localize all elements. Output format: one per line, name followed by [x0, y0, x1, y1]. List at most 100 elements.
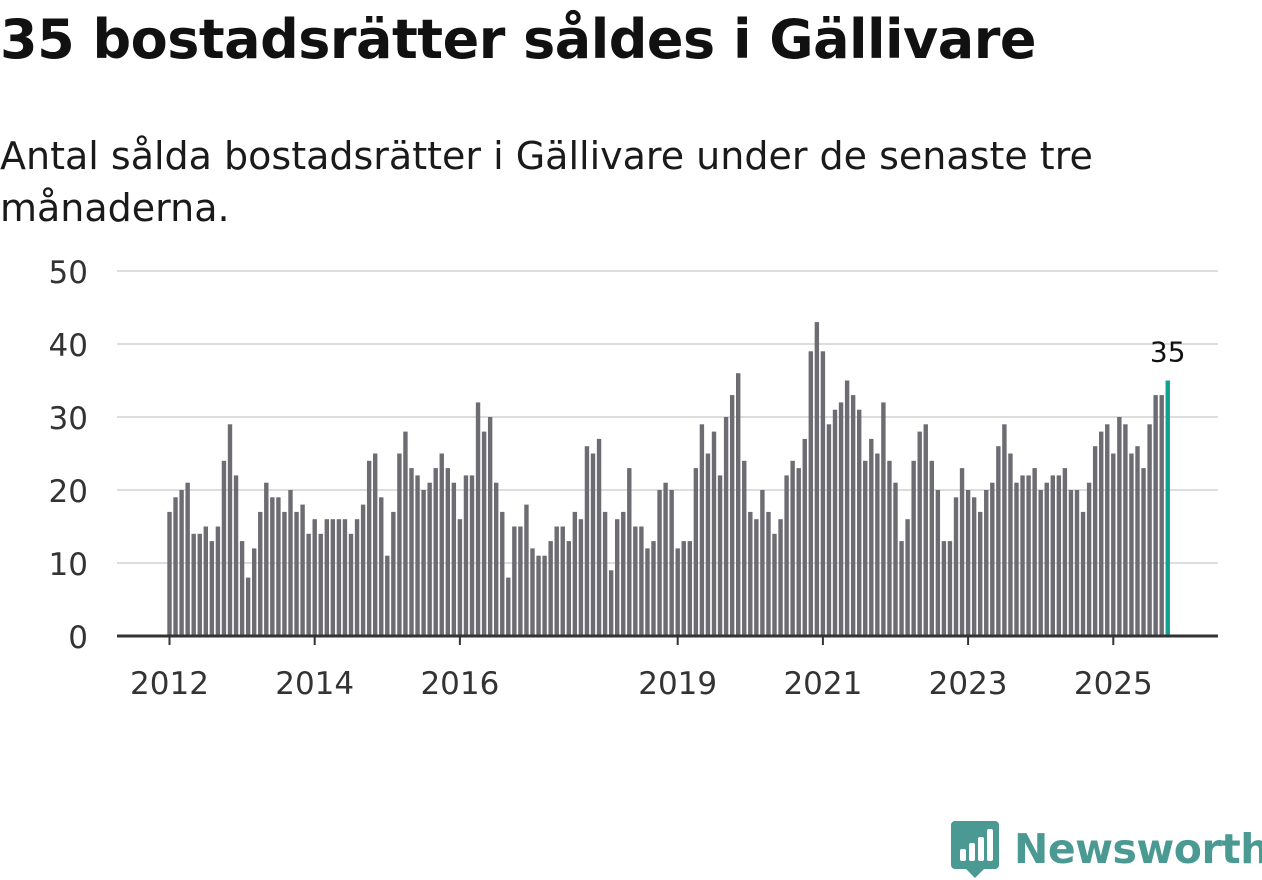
- bar: [826, 424, 832, 636]
- bar: [1002, 424, 1007, 636]
- bar: [990, 482, 995, 636]
- bar: [717, 475, 723, 636]
- bar: [415, 475, 420, 636]
- bar: [687, 541, 692, 636]
- bar: [197, 533, 202, 636]
- bar: [512, 526, 517, 636]
- x-tick-label: 2014: [275, 666, 354, 702]
- bar: [494, 482, 499, 636]
- bar: [1050, 475, 1055, 636]
- bar: [439, 453, 444, 636]
- annotations: 35: [1150, 336, 1186, 369]
- bar: [409, 468, 414, 636]
- bar: [445, 468, 450, 636]
- bar: [657, 490, 662, 636]
- bar: [984, 490, 989, 636]
- bar: [1014, 482, 1019, 636]
- bar: [288, 490, 293, 636]
- bar: [252, 548, 257, 636]
- bar: [965, 490, 971, 636]
- bar: [487, 417, 493, 636]
- bar: [953, 497, 959, 636]
- brand-logo: Newsworthy: [950, 818, 1262, 880]
- bar: [312, 519, 317, 636]
- x-tick-label: 2016: [420, 666, 499, 702]
- bar: [760, 490, 765, 636]
- bar: [554, 526, 559, 636]
- bar: [463, 475, 469, 636]
- bar: [651, 541, 656, 636]
- bar: [590, 453, 596, 636]
- bar: [227, 424, 233, 636]
- bar: [615, 519, 620, 636]
- bar: [572, 511, 578, 636]
- x-tick-label: 2019: [638, 666, 717, 702]
- bar: [705, 453, 711, 636]
- bar: [754, 519, 759, 636]
- x-tick-label: 2012: [130, 666, 209, 702]
- bar: [875, 453, 880, 636]
- bar: [258, 511, 263, 636]
- bar: [391, 511, 396, 636]
- bar: [790, 460, 795, 636]
- y-tick-label: 10: [49, 547, 88, 583]
- bar: [1068, 490, 1074, 636]
- bar: [300, 504, 305, 636]
- bar: [778, 519, 783, 636]
- y-tick-label: 30: [49, 401, 88, 437]
- bar: [1129, 453, 1134, 636]
- bar: [385, 555, 390, 636]
- bar: [536, 555, 541, 636]
- bar: [784, 475, 789, 636]
- bar: [1056, 475, 1062, 636]
- bar: [869, 438, 874, 636]
- bar: [1092, 446, 1098, 636]
- bar: [796, 468, 801, 636]
- bar: [518, 526, 523, 636]
- last-value-label: 35: [1150, 336, 1186, 369]
- bar: [1044, 482, 1049, 636]
- bar: [820, 351, 826, 636]
- x-tick-label: 2025: [1074, 666, 1153, 702]
- bar: [844, 380, 850, 636]
- bar: [276, 497, 281, 636]
- x-tick-label: 2021: [783, 666, 862, 702]
- bar: [772, 533, 777, 636]
- bar: [270, 497, 275, 636]
- bar: [481, 431, 487, 636]
- bar: [893, 482, 898, 636]
- bar: [978, 511, 983, 636]
- bar: [306, 533, 311, 636]
- bar: [354, 519, 360, 636]
- bar: [814, 322, 820, 636]
- bar: [905, 519, 910, 636]
- bar: [881, 402, 886, 636]
- brand-name: Newsworthy: [1014, 825, 1262, 873]
- bar: [264, 482, 269, 636]
- bar: [457, 519, 463, 636]
- bar: [542, 555, 547, 636]
- bar: [736, 373, 741, 636]
- bar: [239, 541, 245, 636]
- bar: [1123, 424, 1128, 636]
- bar: [699, 424, 705, 636]
- bar: [403, 431, 408, 636]
- bar: [887, 460, 892, 636]
- bar: [566, 541, 571, 636]
- bar: [451, 482, 457, 636]
- bar: [971, 497, 977, 636]
- bar: [1135, 446, 1140, 636]
- bar: [621, 511, 626, 636]
- bar: [1153, 395, 1158, 636]
- bar: [929, 460, 934, 636]
- bar: [645, 548, 650, 636]
- bar: [608, 570, 614, 636]
- chart-title: 35 bostadsrätter såldes i Gällivare: [0, 8, 1036, 71]
- bar: [627, 468, 632, 636]
- bar: [857, 409, 862, 636]
- bar: [548, 541, 553, 636]
- bar: [560, 526, 565, 636]
- bar: [427, 482, 432, 636]
- bar: [209, 541, 215, 636]
- bar: [360, 504, 366, 636]
